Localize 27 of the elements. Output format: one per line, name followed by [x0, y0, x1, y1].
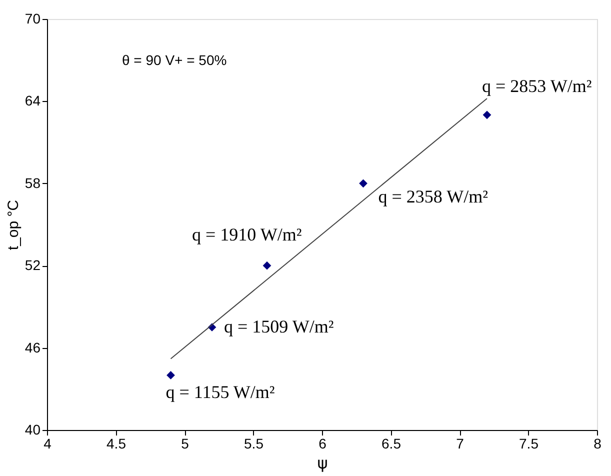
x-tick-label: 8 [594, 436, 602, 452]
y-tick-label: 46 [24, 339, 41, 356]
annotation: q = 1509 W/m² [224, 316, 334, 336]
x-tick-label: 7.5 [519, 436, 539, 452]
x-tick-label: 5 [181, 436, 190, 452]
x-axis-title: ψ [317, 454, 328, 472]
x-tick-label: 6 [318, 436, 327, 452]
y-tick-label: 58 [24, 174, 41, 191]
point [262, 261, 272, 270]
annotation: q = 1910 W/m² [192, 224, 302, 245]
point [482, 110, 492, 120]
y-tick-label: 70 [24, 10, 41, 26]
point [359, 179, 368, 188]
y-axis-title: t_op °C [4, 200, 22, 250]
x-tick-label: 6.5 [382, 436, 402, 452]
y-tick-label: 52 [24, 257, 41, 274]
x-tick-label: 7 [456, 436, 464, 452]
annotation: q = 1155 W/m² [166, 382, 275, 402]
y-tick-label: 64 [24, 92, 41, 109]
annotation: θ = 90 V+ = 50% [122, 52, 227, 68]
annotation: q = 2358 W/m² [378, 186, 488, 206]
x-tick-label: 5.5 [244, 436, 264, 452]
x-tick-label: 4 [44, 436, 52, 452]
point [166, 371, 175, 380]
annotation: q = 2853 W/m² [482, 76, 592, 96]
y-tick-label: 40 [24, 422, 41, 438]
x-tick-label: 4.5 [106, 436, 126, 452]
